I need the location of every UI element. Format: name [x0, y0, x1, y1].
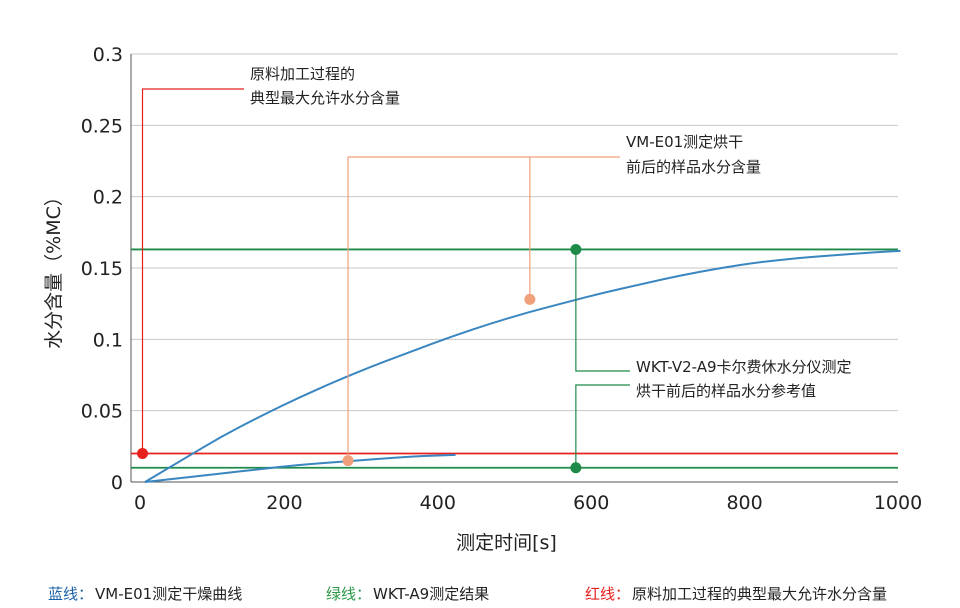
y-tick-label: 0.1 [93, 329, 123, 351]
legend-red-text: 原料加工过程的典型最大允许水分含量 [632, 585, 888, 603]
data-marker [524, 293, 536, 305]
x-tick-label: 200 [266, 492, 302, 514]
leader-green-2 [575, 384, 630, 468]
legend-green-text: WKT-A9测定结果 [373, 585, 490, 603]
axes: 0 0.05 0.1 0.15 0.2 0.25 0.3 0 200 400 600 800 1000 [81, 44, 922, 514]
x-tick-label: 800 [726, 492, 762, 514]
x-tick-label: 400 [420, 492, 456, 514]
leader-orange-1 [347, 156, 620, 461]
legend-blue: 蓝线： VM-E01测定干燥曲线 [48, 583, 242, 604]
x-tick-label: 600 [573, 492, 609, 514]
annotation-green-line: WKT-V2-A9卡尔费休水分仪测定 [636, 358, 852, 376]
legend-blue-key: 蓝线： [48, 585, 94, 603]
series-line [144, 249, 901, 483]
data-marker [570, 243, 582, 255]
legend-red-key: 红线： [585, 585, 631, 603]
x-axis-title: 测定时间[s] [456, 532, 557, 554]
annotation-red-line: 原料加工过程的 [250, 65, 355, 83]
legend-green-key: 绿线： [326, 585, 372, 603]
leader-green-1 [575, 249, 630, 372]
x-tick-label: 0 [134, 492, 146, 514]
annotation-orange-line: 前后的样品水分含量 [626, 158, 761, 176]
curves [144, 249, 901, 483]
data-marker [342, 455, 354, 467]
legend-red: 红线： 原料加工过程的典型最大允许水分含量 [585, 583, 887, 604]
legend-blue-text: VM-E01测定干燥曲线 [95, 585, 243, 603]
annotation-leaders [141, 88, 630, 468]
moisture-chart: 00.050.10.150.20.250.30 200 400 600 800 1000 … [43, 44, 922, 554]
annotation-orange-line: VM-E01测定烘干 [626, 133, 743, 151]
y-axis-title: 水分含量（%MC） [43, 187, 65, 349]
y-tick-label: 0.2 [93, 187, 123, 209]
x-tick-label: 1000 [874, 492, 922, 514]
y-tick-label: 0.05 [81, 401, 123, 423]
series-line [144, 453, 456, 483]
grid [131, 53, 898, 412]
y-tick-label: 0.25 [81, 115, 123, 137]
legend-green: 绿线： WKT-A9测定结果 [326, 583, 489, 604]
axis-labels: 测定时间[s] 水分含量（%MC） [43, 187, 557, 554]
annotation-red-line: 典型最大允许水分含量 [250, 89, 400, 107]
markers [137, 243, 582, 474]
data-marker [570, 462, 582, 474]
leader-red [141, 88, 244, 454]
y-tick-label: 0.15 [81, 258, 123, 280]
annotation-green-line: 烘干前后的样品水分参考值 [636, 382, 816, 400]
reference-lines [131, 248, 898, 469]
data-marker [137, 447, 149, 459]
y-tick-label: 0 [111, 472, 123, 494]
y-tick-label: 0.3 [93, 44, 123, 66]
